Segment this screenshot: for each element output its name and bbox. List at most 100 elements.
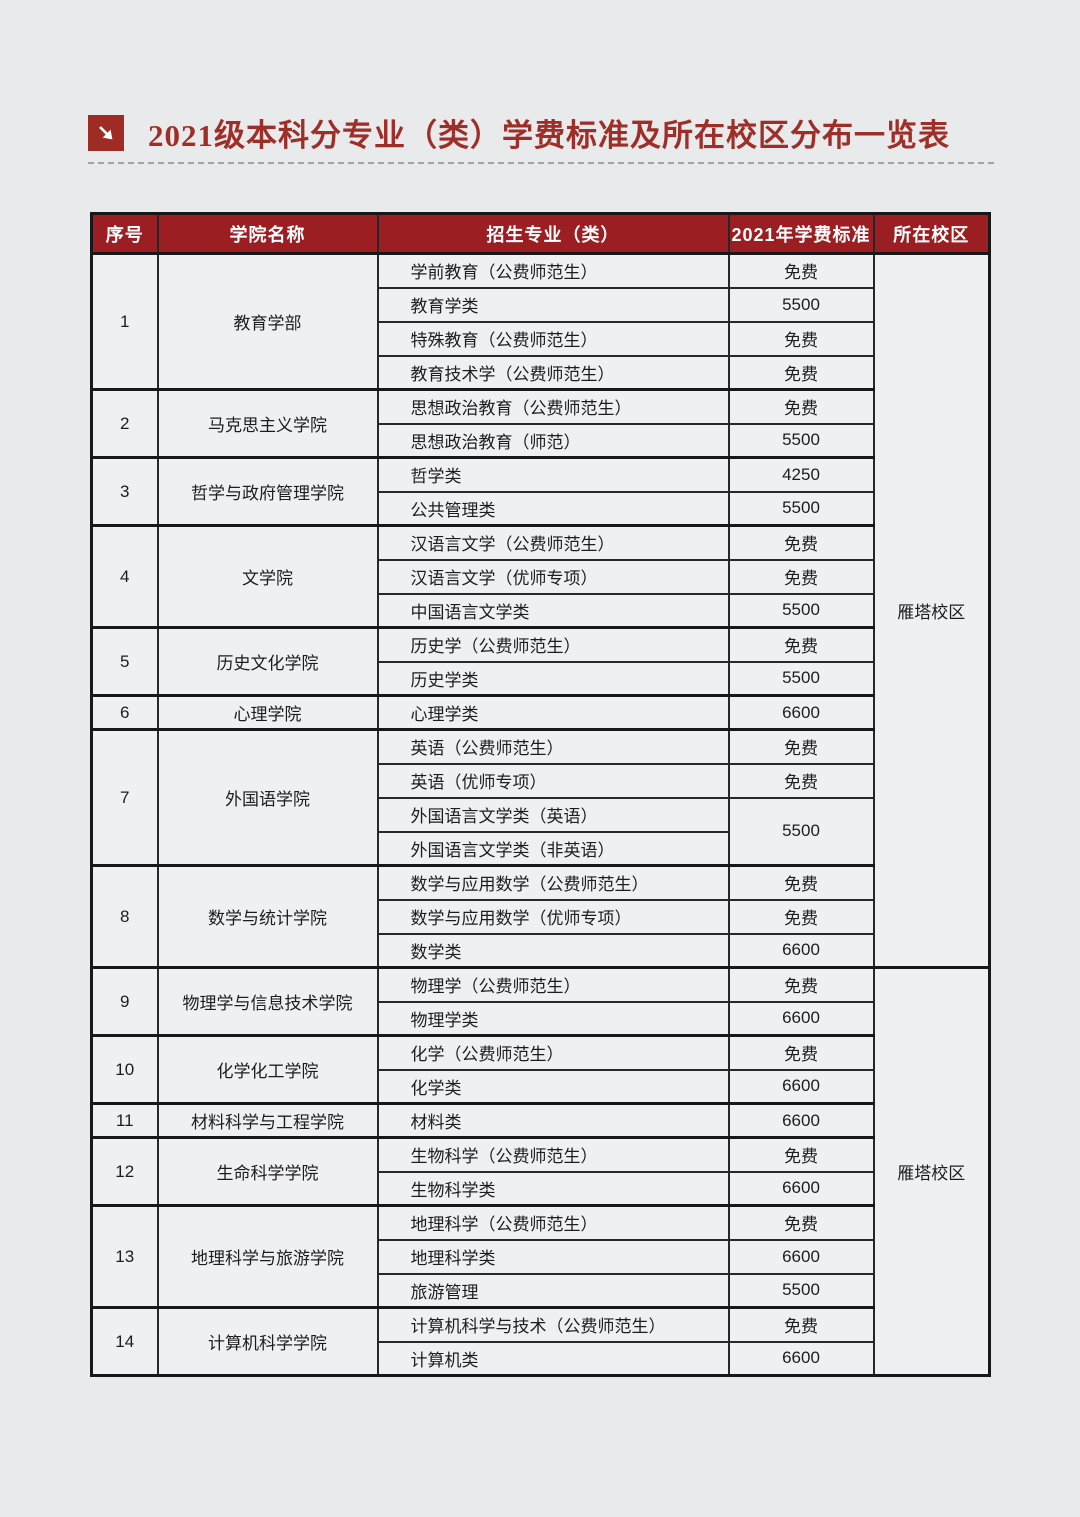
college-name: 物理学与信息技术学院 — [156, 966, 379, 1037]
table-row: 6 心理学院 心理学类 6600 — [90, 694, 990, 731]
column-header: 学院名称 — [156, 212, 379, 255]
fee-value: 6600 — [727, 1170, 875, 1207]
column-header: 所在校区 — [872, 212, 991, 255]
table-row: 13 地理科学与旅游学院 地理科学（公费师范生） 免费 — [90, 1204, 990, 1309]
fee-value: 免费 — [727, 626, 875, 663]
header-row: 序号 学院名称 招生专业（类） 2021年学费标准 所在校区 — [90, 212, 991, 255]
fee-value: 免费 — [727, 1034, 875, 1071]
major-name: 思想政治教育（师范） — [376, 422, 730, 459]
college-name: 化学化工学院 — [156, 1034, 379, 1105]
fee-value: 免费 — [727, 966, 875, 1003]
fee-value: 5500 — [727, 422, 875, 459]
college-name: 外国语学院 — [156, 728, 379, 867]
fee-value: 6600 — [727, 932, 875, 969]
major-name: 生物科学类 — [376, 1170, 730, 1207]
table-row: 汉语言文学（优师专项） 免费 — [92, 558, 990, 595]
college-name: 生命科学学院 — [156, 1136, 379, 1207]
college-number: 2 — [90, 388, 159, 459]
table-row: 地理科学类 6600 — [92, 1238, 990, 1275]
major-name: 数学与应用数学（公费师范生） — [376, 864, 730, 901]
fee-value: 免费 — [727, 864, 875, 901]
college-number: 7 — [90, 728, 159, 867]
table-row: 计算机类 6600 — [92, 1340, 990, 1377]
college-name: 计算机科学学院 — [156, 1306, 379, 1377]
college-number: 10 — [90, 1034, 159, 1105]
table-row: 1 教育学部 学前教育（公费师范生） 免费 雁塔校区 — [90, 252, 991, 969]
college-number: 6 — [90, 694, 159, 731]
college-name: 哲学与政府管理学院 — [156, 456, 379, 527]
college-number: 9 — [90, 966, 159, 1037]
fee-table: 序号 学院名称 招生专业（类） 2021年学费标准 所在校区 1 教育学部 学前教育（公费师范… — [90, 212, 991, 1377]
college-number: 12 — [90, 1136, 159, 1207]
college-name: 历史文化学院 — [156, 626, 379, 697]
table-row: 特殊教育（公费师范生） 免费 — [92, 320, 990, 357]
major-name: 地理科学类 — [376, 1238, 730, 1275]
fee-value: 免费 — [727, 388, 875, 425]
college-name: 文学院 — [156, 524, 379, 629]
table-row: 生物科学类 6600 — [92, 1170, 990, 1207]
college-number: 4 — [90, 524, 159, 629]
table-row: 数学类 6600 — [92, 932, 990, 969]
major-name: 英语（公费师范生） — [376, 728, 730, 765]
major-name: 教育学类 — [376, 286, 730, 323]
table-row: 公共管理类 5500 — [92, 490, 990, 527]
college-number: 1 — [90, 252, 159, 391]
college-name: 材料科学与工程学院 — [156, 1102, 379, 1139]
fee-value: 免费 — [727, 1136, 875, 1173]
campus-name: 雁塔校区 — [872, 252, 991, 969]
table-row: 历史学类 5500 — [92, 660, 990, 697]
fee-value: 6600 — [727, 1102, 875, 1139]
fee-value: 6600 — [727, 694, 875, 731]
campus-name: 雁塔校区 — [872, 966, 991, 1377]
major-name: 英语（优师专项） — [376, 762, 730, 799]
college-name: 心理学院 — [156, 694, 379, 731]
table-row: 化学类 6600 — [92, 1068, 990, 1105]
table-row: 教育学类 5500 — [92, 286, 990, 323]
fee-value: 5500 — [727, 286, 875, 323]
table-row: 3 哲学与政府管理学院 哲学类 4250 — [90, 456, 990, 527]
table-row: 外国语言文学类（英语） 5500 — [92, 796, 990, 867]
fee-value: 免费 — [727, 320, 875, 357]
fee-value: 6600 — [727, 1000, 875, 1037]
college-number: 3 — [90, 456, 159, 527]
table-row: 数学与应用数学（优师专项） 免费 — [92, 898, 990, 935]
fee-value: 6600 — [727, 1238, 875, 1275]
table-row: 旅游管理 5500 — [92, 1272, 990, 1309]
fee-value: 免费 — [727, 354, 875, 391]
table-row: 中国语言文学类 5500 — [92, 592, 990, 629]
dashed-divider — [88, 162, 994, 164]
table-row: 11 材料科学与工程学院 材料类 6600 — [90, 1102, 990, 1139]
fee-value: 6600 — [727, 1068, 875, 1105]
major-name: 汉语言文学（公费师范生） — [376, 524, 730, 561]
table-row: 14 计算机科学学院 计算机科学与技术（公费师范生） 免费 — [90, 1306, 990, 1377]
table-row: 10 化学化工学院 化学（公费师范生） 免费 — [90, 1034, 990, 1105]
table-row: 5 历史文化学院 历史学（公费师范生） 免费 — [90, 626, 990, 697]
fee-value: 5500 — [727, 1272, 875, 1309]
fee-value: 免费 — [727, 898, 875, 935]
fee-value: 免费 — [727, 728, 875, 765]
major-name: 化学类 — [376, 1068, 730, 1105]
fee-value: 4250 — [727, 456, 875, 493]
fee-value: 免费 — [727, 252, 875, 289]
table-row: 教育技术学（公费师范生） 免费 — [92, 354, 990, 391]
major-name: 物理学类 — [376, 1000, 730, 1037]
major-name: 数学与应用数学（优师专项） — [376, 898, 730, 935]
table-row: 8 数学与统计学院 数学与应用数学（公费师范生） 免费 — [90, 864, 990, 969]
major-name: 历史学类 — [376, 660, 730, 697]
fee-value: 免费 — [727, 762, 875, 799]
fee-value: 免费 — [727, 1306, 875, 1343]
fee-value: 5500 — [727, 660, 875, 697]
fee-value: 免费 — [727, 1204, 875, 1241]
major-name: 化学（公费师范生） — [376, 1034, 730, 1071]
arrow-down-right-icon — [88, 114, 124, 151]
major-name: 历史学（公费师范生） — [376, 626, 730, 663]
major-name: 外国语言文学类（非英语） — [376, 830, 730, 867]
column-header: 2021年学费标准 — [727, 212, 875, 255]
college-number: 14 — [90, 1306, 159, 1377]
major-name: 生物科学（公费师范生） — [376, 1136, 730, 1173]
major-name: 公共管理类 — [376, 490, 730, 527]
major-name: 教育技术学（公费师范生） — [376, 354, 730, 391]
table-row: 4 文学院 汉语言文学（公费师范生） 免费 — [90, 524, 990, 629]
college-number: 13 — [90, 1204, 159, 1309]
